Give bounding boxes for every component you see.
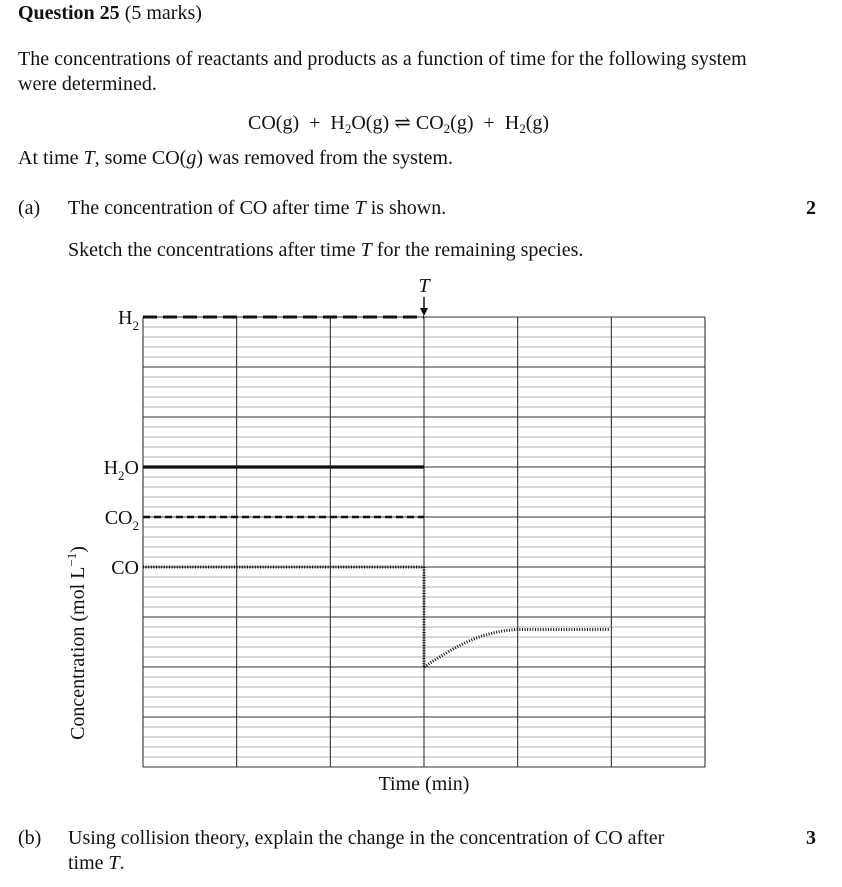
part-b-line1: Using collision theory, explain the chan… — [68, 827, 665, 849]
y-axis-label: Concentration (mol L−1) — [64, 546, 89, 740]
series-label-h2: H2 — [118, 307, 139, 333]
eq-plus: + — [483, 112, 495, 134]
question-marks: (5 marks) — [124, 2, 202, 24]
question-title: Question 25 — [18, 2, 120, 24]
eq-reactant-co: CO(g) — [248, 112, 300, 134]
x-axis-label: Time (min) — [379, 773, 470, 795]
part-a-marks: 2 — [806, 197, 816, 219]
series-label-co2: CO2 — [105, 507, 139, 533]
series-label-h2o: H2O — [104, 457, 139, 483]
eq-reactant-h2o: H2O(g) — [330, 112, 390, 136]
t-marker-label: T — [418, 275, 431, 297]
intro-text: The concentrations of reactants and prod… — [18, 48, 747, 95]
condition-text: At time T, some CO(g) was removed from t… — [18, 147, 453, 169]
chart-grid — [142, 316, 706, 768]
eq-product-co2: CO2(g) — [415, 112, 474, 136]
part-b-label: (b) — [18, 827, 42, 849]
series-co-recovery — [423, 628, 610, 669]
chart-series — [143, 315, 610, 669]
part-b-marks: 3 — [806, 827, 816, 849]
chemical-equation: CO(g) + H2O(g) ⇌ CO2(g) + H2(g) — [248, 110, 549, 137]
series-labels: H2 H2O CO2 CO — [104, 307, 139, 579]
series-label-co: CO — [111, 557, 139, 579]
eq-plus: + — [309, 112, 321, 134]
question-heading: Question 25 (5 marks) — [18, 2, 202, 25]
part-b-line2: time T. — [68, 852, 125, 874]
eq-product-h2: H2(g) — [504, 112, 550, 136]
t-marker: T — [418, 275, 431, 316]
concentration-chart: T H2 H2O CO2 CO Time (min) Concentration (m… — [64, 275, 706, 795]
part-a-label: (a) — [18, 197, 41, 219]
part-a-line1: The concentration of CO after time T is … — [68, 197, 447, 219]
equilibrium-arrow: ⇌ — [394, 112, 411, 134]
part-a-line2: Sketch the concentrations after time T f… — [68, 239, 584, 261]
